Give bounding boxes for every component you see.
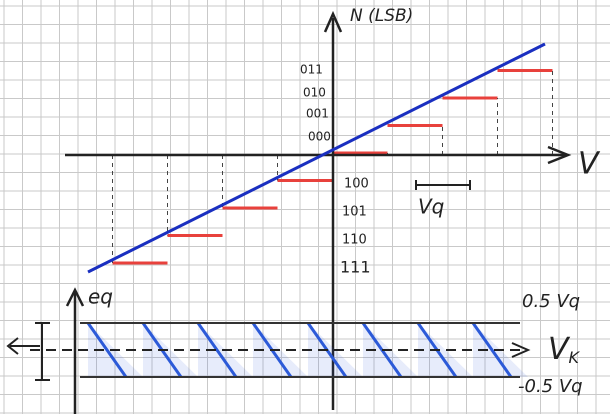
code-label: 011 [300, 63, 323, 77]
n-axis-label: N (LSB) [350, 6, 413, 26]
vq-bracket [416, 180, 470, 190]
vk-label-sub: K [569, 348, 581, 367]
lower-bound-label: -0.5 Vq [518, 376, 583, 397]
vk-label: VK [548, 332, 581, 367]
diagram: N (LSB) V 011 010 001 000 100 101 110 11… [0, 0, 610, 414]
code-label: 101 [342, 205, 367, 220]
code-label: 000 [308, 130, 331, 144]
code-label: 110 [342, 233, 367, 248]
code-label: 010 [303, 86, 326, 100]
code-label: 001 [306, 107, 329, 121]
eq-label: eq [88, 285, 113, 309]
ideal-line [88, 44, 545, 272]
vq-label: Vq [418, 195, 444, 219]
code-label: 100 [344, 177, 369, 192]
code-label: 111 [340, 258, 371, 277]
v-axis-label: V [578, 147, 601, 182]
upper-bound-label: 0.5 Vq [522, 291, 580, 312]
range-bracket [8, 323, 50, 380]
